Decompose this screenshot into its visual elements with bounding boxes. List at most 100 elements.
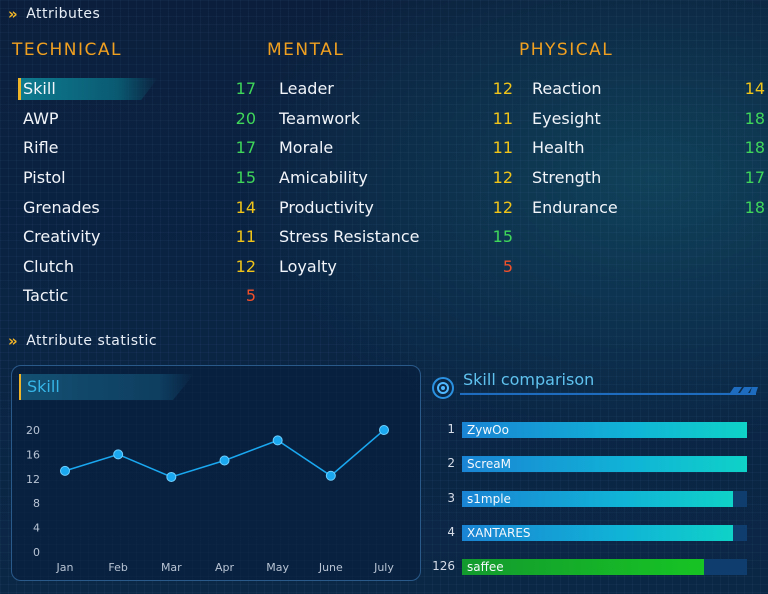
comparison-bar-fill (462, 490, 733, 507)
attribute-row[interactable]: Amicability 12 (279, 163, 513, 193)
x-tick-label: June (318, 561, 343, 574)
attribute-row[interactable]: Strength 17 (532, 163, 765, 193)
comparison-bar-fill (462, 559, 705, 576)
comparison-row[interactable]: 126 saffee (430, 559, 750, 576)
player-name: saffee (467, 560, 504, 575)
attribute-row[interactable]: Pistol 15 (23, 163, 256, 193)
series-line (64, 429, 385, 478)
attribute-label: Skill (23, 79, 56, 99)
attribute-row[interactable]: Health 18 (532, 133, 765, 163)
attribute-statistic-header: » Attribute statistic (8, 332, 157, 350)
attribute-value: 14 (235, 197, 256, 217)
attribute-row[interactable]: Clutch 12 (23, 252, 256, 282)
attribute-row[interactable]: Productivity 12 (279, 192, 513, 222)
rank-number: 2 (447, 456, 455, 471)
data-point[interactable] (113, 449, 124, 460)
attribute-value: 15 (492, 227, 513, 247)
attribute-row[interactable]: Tactic 5 (23, 281, 256, 311)
skill-chart-panel (11, 365, 421, 581)
attribute-value: 18 (744, 138, 765, 158)
data-point[interactable] (60, 465, 70, 476)
attribute-label: Eyesight (532, 108, 601, 128)
chart-title[interactable]: Skill (19, 374, 194, 400)
attribute-value: 14 (744, 79, 765, 99)
x-tick-label: Apr (215, 561, 235, 574)
y-tick-label: 16 (26, 448, 40, 461)
selected-highlight (18, 78, 158, 100)
attribute-value: 17 (744, 168, 765, 188)
attribute-label: Creativity (23, 227, 101, 247)
category-mental: MENTAL (267, 40, 345, 60)
data-point[interactable] (272, 435, 283, 446)
attribute-label: Rifle (23, 138, 59, 158)
attribute-row[interactable]: Creativity 11 (23, 222, 256, 252)
x-tick-label: July (373, 561, 394, 574)
comparison-bar-fill (462, 456, 747, 473)
comparison-row[interactable]: 2 ScreaM (430, 456, 750, 473)
player-name: XANTARES (467, 525, 531, 540)
attribute-label: Health (532, 138, 585, 158)
attribute-statistic-title: Attribute statistic (26, 333, 158, 349)
attribute-label: Reaction (532, 79, 602, 99)
attribute-label: Grenades (23, 197, 100, 217)
y-tick-label: 8 (33, 497, 40, 510)
attribute-row[interactable]: AWP 20 (23, 104, 256, 134)
double-chevron-icon: » (8, 332, 19, 350)
attribute-row[interactable]: Eyesight 18 (532, 104, 765, 134)
comparison-underline (460, 393, 756, 395)
attribute-label: Strength (532, 168, 602, 188)
y-tick-label: 0 (33, 546, 40, 559)
attribute-value: 12 (235, 256, 256, 276)
attribute-row[interactable]: Endurance 18 (532, 192, 765, 222)
mental-list: Leader 12 Teamwork 11 Morale 11 Amicability 12 P… (279, 74, 513, 282)
attribute-value: 18 (744, 197, 765, 217)
comparison-bar-track: ZywOo (462, 422, 747, 438)
attribute-value: 12 (492, 197, 513, 217)
player-name: ZywOo (467, 423, 509, 437)
double-chevron-icon: » (8, 5, 19, 23)
chart-svg: 20 16 12 8 4 0 Jan Feb Mar Apr May June July (26, 424, 394, 574)
rank-number: 126 (432, 559, 455, 574)
attribute-label: Endurance (532, 197, 618, 217)
attribute-row[interactable]: Teamwork 11 (279, 104, 513, 134)
data-point[interactable] (379, 425, 389, 435)
data-point[interactable] (166, 471, 177, 482)
attribute-row[interactable]: Rifle 17 (23, 133, 256, 163)
attributes-header: » Attributes (8, 5, 100, 23)
attribute-row[interactable]: Skill 17 (18, 74, 256, 104)
attribute-value: 5 (502, 256, 513, 276)
category-physical: PHYSICAL (519, 40, 614, 60)
attribute-label: Pistol (23, 168, 66, 188)
rank-number: 4 (447, 524, 455, 539)
attribute-value: 18 (744, 108, 765, 128)
attribute-row[interactable]: Loyalty 5 (279, 252, 513, 282)
y-tick-label: 12 (26, 473, 40, 486)
x-tick-label: Feb (108, 561, 127, 574)
comparison-row[interactable]: 3 s1mple (430, 490, 750, 507)
attribute-value: 12 (492, 168, 513, 188)
comparison-bar-fill (462, 422, 747, 438)
attribute-label: Morale (279, 138, 334, 158)
comparison-row[interactable]: 1 ZywOo (430, 422, 750, 438)
attribute-row[interactable]: Leader 12 (279, 74, 513, 104)
comparison-bar-track: ScreaM (462, 456, 747, 473)
attribute-label: Leader (279, 79, 334, 99)
comparison-row[interactable]: 4 XANTARES (430, 524, 750, 541)
attribute-label: Loyalty (279, 256, 337, 276)
attribute-row[interactable]: Stress Resistance 15 (279, 222, 513, 252)
data-point[interactable] (325, 470, 336, 481)
attribute-value: 5 (245, 286, 256, 306)
attribute-value: 17 (235, 138, 256, 158)
attribute-row[interactable]: Grenades 14 (23, 192, 256, 222)
data-point[interactable] (219, 455, 230, 466)
attribute-row[interactable]: Morale 11 (279, 133, 513, 163)
player-name: s1mple (467, 491, 511, 506)
attribute-row[interactable]: Reaction 14 (532, 74, 765, 104)
attribute-value: 11 (235, 227, 256, 247)
attribute-value: 15 (235, 168, 256, 188)
attribute-value: 12 (492, 79, 513, 99)
skill-comparison-title: Skill comparison (463, 370, 595, 389)
comparison-bar-track: saffee (462, 559, 747, 576)
x-tick-label: May (266, 561, 289, 574)
player-name: ScreaM (467, 457, 511, 472)
